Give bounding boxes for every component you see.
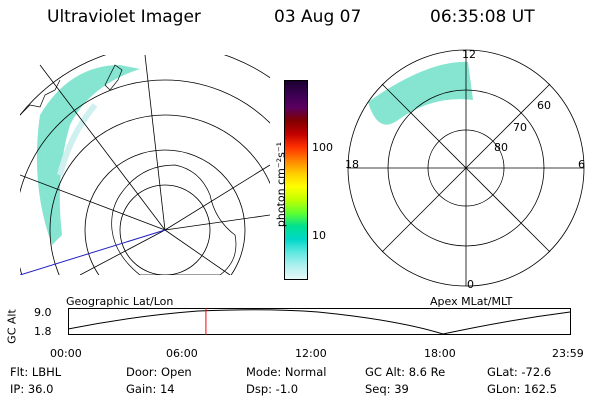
polar-plot: [347, 49, 585, 287]
colorbar: [284, 80, 308, 280]
altitude-curve: [68, 309, 571, 335]
info-dsp: Dsp: -1.0: [246, 382, 299, 396]
colorbar-unit-label: photon cm⁻²s⁻¹: [274, 141, 288, 228]
apex-label: Apex MLat/MLT: [430, 295, 513, 308]
mlt-label-0: 0: [467, 278, 474, 291]
x-tick-0600: 06:00: [166, 347, 198, 360]
lat-label-80: 80: [494, 141, 508, 154]
gc-alt-axis-label: GC Alt: [5, 309, 19, 344]
info-door: Door: Open: [126, 365, 192, 379]
time-label: 06:35:08 UT: [430, 7, 535, 27]
mlt-label-12: 12: [462, 48, 476, 61]
info-flt: Flt: LBHL: [10, 365, 62, 379]
info-gc-alt: GC Alt: 8.6 Re: [365, 365, 446, 379]
info-glat: GLat: -72.6: [487, 365, 552, 379]
altitude-chart: [68, 308, 571, 335]
lat-label-70: 70: [513, 121, 527, 134]
mlt-label-18: 18: [345, 158, 359, 171]
lat-label-60: 60: [537, 99, 551, 112]
geographic-map: [20, 55, 270, 275]
colorbar-tick-10: 10: [312, 229, 326, 242]
aurora-region: [36, 65, 140, 245]
info-seq: Seq: 39: [365, 382, 409, 396]
date-label: 03 Aug 07: [274, 7, 362, 27]
aurora-oval: [368, 61, 473, 125]
x-tick-1200: 12:00: [295, 347, 327, 360]
info-mode: Mode: Normal: [246, 365, 327, 379]
x-tick-0000: 00:00: [50, 347, 82, 360]
app-title: Ultraviolet Imager: [47, 7, 201, 27]
geographic-label: Geographic Lat/Lon: [66, 295, 174, 308]
alt-tick-high: 9.0: [34, 306, 52, 319]
info-gain: Gain: 14: [126, 382, 175, 396]
x-tick-2359: 23:59: [552, 347, 584, 360]
colorbar-tick-100: 100: [312, 141, 333, 154]
mlt-label-6: 6: [578, 158, 585, 171]
info-ip: IP: 36.0: [10, 382, 54, 396]
alt-tick-low: 1.8: [34, 325, 52, 338]
info-glon: GLon: 162.5: [487, 382, 557, 396]
x-tick-1800: 18:00: [424, 347, 456, 360]
